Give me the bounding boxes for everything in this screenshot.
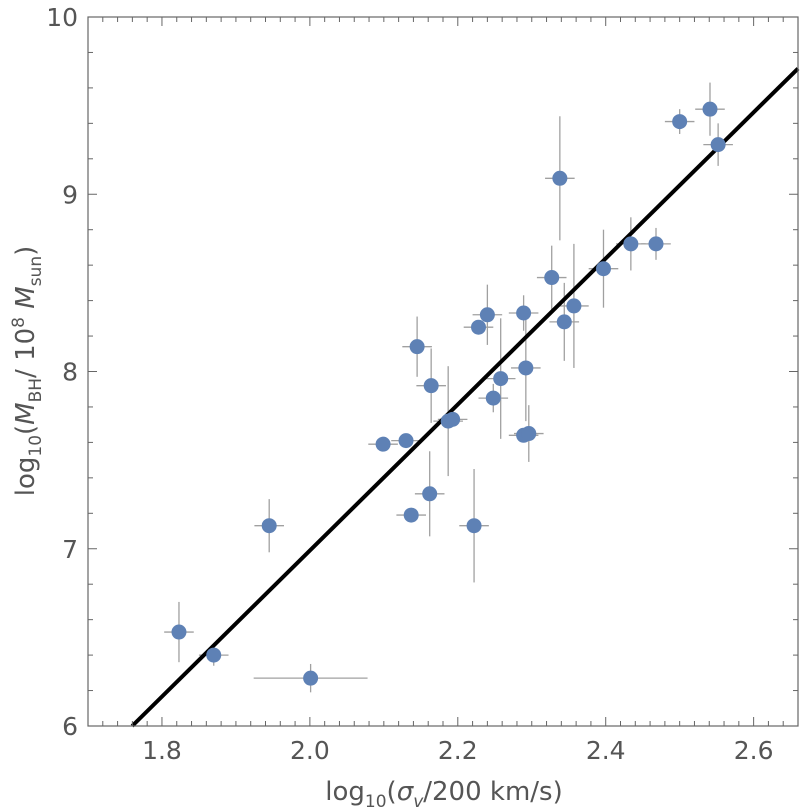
x-tick-label: 2.0 [290,736,330,765]
data-point [648,236,664,252]
x-tick-label: 2.4 [586,736,626,765]
data-point [261,518,277,534]
data-point [375,436,391,452]
data-point [171,624,187,640]
x-tick-label: 2.6 [734,736,774,765]
data-point [422,486,438,502]
x-axis-label: log10(σv/200 km/s) [325,777,562,810]
data-points [171,101,726,686]
data-point [303,670,319,686]
x-tick-label: 2.2 [438,736,478,765]
data-point [566,298,582,314]
data-point [409,339,425,355]
plot-frame [87,16,799,727]
data-point [556,314,572,330]
data-point [493,371,509,387]
y-tick-label: 6 [62,712,78,741]
y-tick-label: 10 [46,3,78,32]
data-point [466,518,482,534]
data-point [672,114,688,130]
data-point [552,170,568,186]
data-point [485,390,501,406]
data-point [479,307,495,323]
errorbars [164,82,733,693]
y-tick-label: 9 [62,180,78,209]
fit-line [130,67,800,728]
data-point [471,319,486,335]
data-point [423,378,439,394]
data-point [544,270,560,286]
data-point [595,261,611,277]
data-point [206,647,222,663]
data-point [521,426,537,442]
y-tick-label: 8 [62,358,78,387]
data-point [516,305,532,321]
y-axis-label: log10(MBH/ 108 Msun) [9,246,46,497]
data-point [702,101,718,117]
x-tick-label: 1.8 [142,736,182,765]
data-point [518,360,534,376]
data-point [710,137,726,153]
data-point [403,507,419,523]
data-point [398,433,414,449]
fit-line-group [130,67,800,728]
data-point [623,236,639,252]
axes: 1.8 2.0 2.2 2.4 2.6 6 7 8 9 10 [46,3,799,765]
y-tick-label: 7 [62,535,78,564]
data-point [445,411,461,427]
